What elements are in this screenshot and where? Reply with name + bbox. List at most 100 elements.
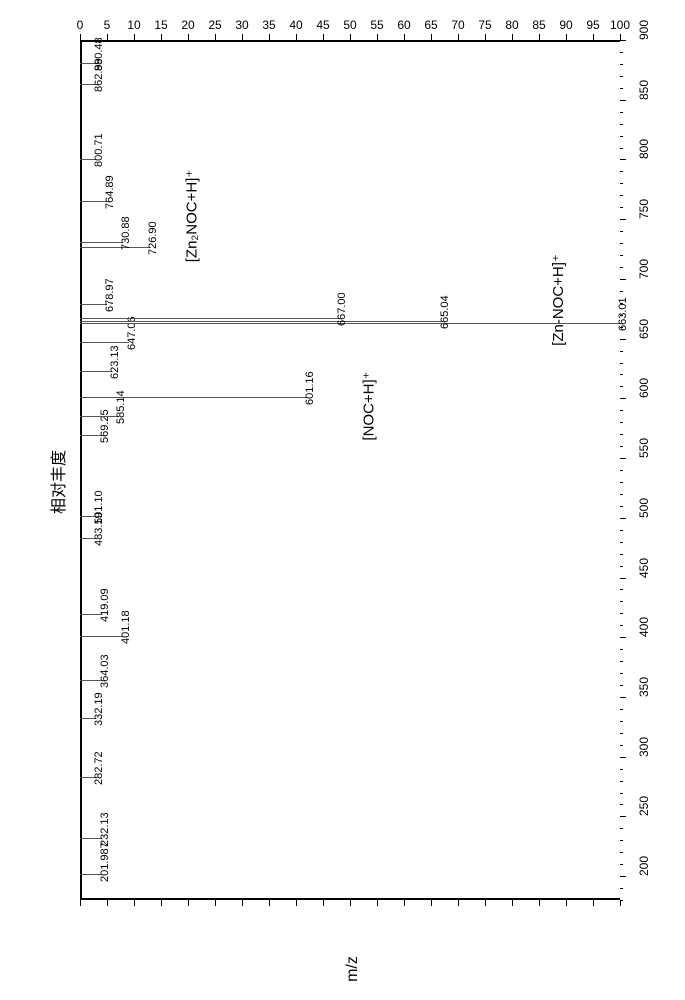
peak-label: 665.04 (439, 295, 451, 329)
intensity-tick-bottom (404, 900, 405, 906)
mz-minor-tick (620, 231, 623, 232)
intensity-tick-bottom (323, 900, 324, 906)
mz-tick-label: 700 (637, 259, 651, 279)
intensity-tick-label: 15 (154, 18, 167, 32)
intensity-tick-bottom (80, 900, 81, 906)
mz-tick (620, 876, 626, 877)
peak-label: 585.14 (115, 390, 127, 424)
intensity-tick-bottom (458, 900, 459, 906)
mz-minor-tick (620, 112, 623, 113)
mz-minor-tick (620, 864, 623, 865)
mz-minor-tick (620, 625, 623, 626)
intensity-tick (431, 34, 432, 40)
mz-minor-tick (620, 589, 623, 590)
mz-minor-tick (620, 124, 623, 125)
mass-spectrum-figure: 相对丰度 m/z 0510152025303540455055606570758… (0, 0, 685, 1000)
y-axis-label: 相对丰度 (45, 450, 69, 514)
intensity-tick-bottom (350, 900, 351, 906)
intensity-tick-bottom (107, 900, 108, 906)
mz-tick-label: 600 (637, 378, 651, 398)
mz-tick-label: 450 (637, 557, 651, 577)
mz-tick-label: 300 (637, 737, 651, 757)
peak-label: 282.72 (93, 752, 105, 786)
mz-minor-tick (620, 506, 623, 507)
mz-tick (620, 219, 626, 220)
intensity-tick (323, 34, 324, 40)
peak-label: 501.10 (93, 491, 105, 525)
intensity-tick-label: 65 (424, 18, 437, 32)
mz-tick-label: 200 (637, 856, 651, 876)
mz-tick (620, 458, 626, 459)
mz-minor-tick (620, 530, 623, 531)
intensity-tick (269, 34, 270, 40)
intensity-tick-bottom (161, 900, 162, 906)
mz-tick (620, 697, 626, 698)
mz-tick-label: 750 (637, 199, 651, 219)
mz-minor-tick (620, 613, 623, 614)
mz-minor-tick (620, 410, 623, 411)
spectrum-peak (80, 318, 339, 319)
mz-tick-label: 500 (637, 498, 651, 518)
mz-minor-tick (620, 852, 623, 853)
intensity-tick-bottom (431, 900, 432, 906)
x-axis-label: m/z (344, 956, 362, 982)
intensity-tick-bottom (134, 900, 135, 906)
intensity-tick-bottom (296, 900, 297, 906)
mz-minor-tick (620, 482, 623, 483)
peak-label: 623.13 (109, 345, 121, 379)
mz-tick-label: 400 (637, 617, 651, 637)
mz-minor-tick (620, 52, 623, 53)
mz-minor-tick (620, 434, 623, 435)
mz-tick (620, 159, 626, 160)
mz-minor-tick (620, 733, 623, 734)
intensity-tick (134, 34, 135, 40)
mz-minor-tick (620, 601, 623, 602)
peak-label: 364.03 (99, 655, 111, 689)
peak-annotation: [Zn₂NOC+H]⁺ (182, 170, 200, 263)
peak-label: 332.19 (93, 693, 105, 727)
mz-tick (620, 816, 626, 817)
mz-minor-tick (620, 840, 623, 841)
peak-label: 419.09 (99, 589, 111, 623)
peak-label: 764.89 (104, 176, 116, 210)
intensity-tick-bottom (377, 900, 378, 906)
mz-tick-label: 250 (637, 796, 651, 816)
plot-area (80, 40, 620, 900)
intensity-tick (458, 34, 459, 40)
peak-label: 601.16 (304, 371, 316, 405)
mz-minor-tick (620, 363, 623, 364)
peak-label: 800.71 (93, 133, 105, 167)
mz-minor-tick (620, 64, 623, 65)
mz-minor-tick (620, 494, 623, 495)
mz-tick (620, 578, 626, 579)
mz-minor-tick (620, 685, 623, 686)
intensity-tick (404, 34, 405, 40)
intensity-tick-label: 35 (262, 18, 275, 32)
mz-minor-tick (620, 88, 623, 89)
intensity-tick-bottom (215, 900, 216, 906)
intensity-tick-label: 95 (586, 18, 599, 32)
intensity-tick (296, 34, 297, 40)
peak-annotation: [NOC+H]⁺ (359, 371, 377, 440)
mz-minor-tick (620, 542, 623, 543)
intensity-tick-label: 100 (610, 18, 630, 32)
peak-label: 401.18 (120, 610, 132, 644)
mz-minor-tick (620, 255, 623, 256)
intensity-tick (539, 34, 540, 40)
mz-minor-tick (620, 195, 623, 196)
mz-minor-tick (620, 351, 623, 352)
mz-minor-tick (620, 721, 623, 722)
spectrum-peak (80, 242, 123, 243)
mz-tick (620, 100, 626, 101)
intensity-tick-bottom (539, 900, 540, 906)
mz-minor-tick (620, 291, 623, 292)
mz-minor-tick (620, 171, 623, 172)
intensity-tick (80, 34, 81, 40)
mz-minor-tick (620, 422, 623, 423)
mz-minor-tick (620, 554, 623, 555)
intensity-tick-bottom (188, 900, 189, 906)
intensity-tick (215, 34, 216, 40)
mz-minor-tick (620, 900, 623, 901)
mz-tick (620, 279, 626, 280)
intensity-tick-bottom (242, 900, 243, 906)
